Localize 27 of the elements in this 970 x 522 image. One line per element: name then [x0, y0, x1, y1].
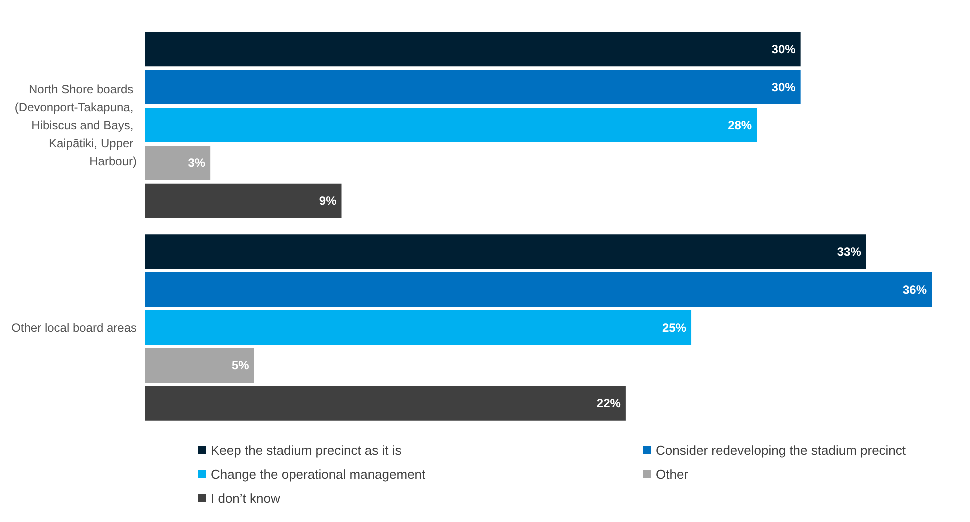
data-label: 9% — [319, 194, 338, 208]
bar — [145, 348, 254, 383]
bar — [145, 310, 692, 345]
bar — [145, 70, 801, 105]
y-tick-label: North Shore boards (Devonport-Takapuna, Hibiscus and Bays, Kaipātiki, Upper Harbour) — [14, 82, 137, 168]
legend-label: Change the operational management — [211, 467, 426, 482]
bar — [145, 234, 866, 270]
bar — [145, 32, 801, 67]
y-tick-label: Other local board areas — [12, 320, 137, 335]
data-label: 30% — [772, 42, 796, 56]
legend-label: Other — [656, 467, 690, 482]
bar — [145, 146, 211, 180]
data-label: 22% — [596, 396, 622, 411]
bar — [145, 184, 342, 218]
data-label: 36% — [902, 282, 928, 297]
bar — [145, 386, 626, 421]
bar — [145, 272, 932, 308]
data-label: 3% — [188, 156, 206, 170]
legend-label: Keep the stadium precinct as it is — [211, 443, 402, 458]
data-label: 33% — [837, 244, 862, 259]
data-label: 28% — [728, 118, 752, 132]
data-label: 5% — [232, 358, 250, 373]
legend-label: I don’t know — [211, 491, 281, 506]
bar — [145, 108, 758, 142]
data-label: 25% — [662, 320, 687, 335]
data-label: 30% — [772, 80, 796, 94]
legend-label: Consider redeveloping the stadium precinct — [656, 443, 906, 458]
